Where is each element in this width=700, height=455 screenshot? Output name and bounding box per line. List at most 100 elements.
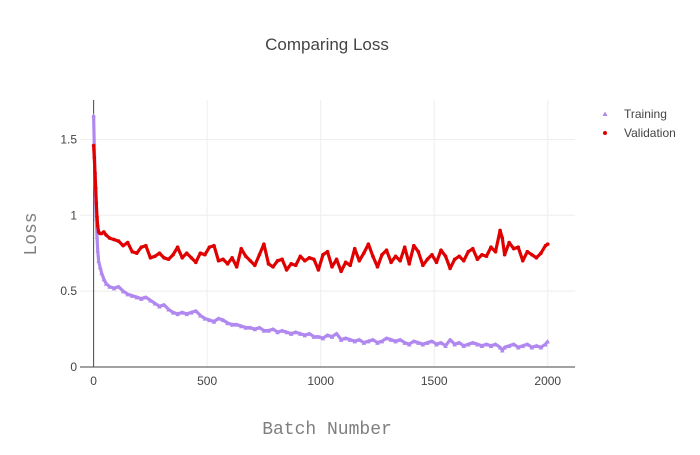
data-point — [338, 337, 344, 342]
data-point — [500, 348, 505, 353]
data-point — [506, 343, 512, 348]
data-point — [134, 295, 139, 300]
data-point — [194, 260, 198, 265]
data-point — [225, 320, 230, 326]
data-point — [93, 186, 98, 190]
data-point — [94, 201, 99, 205]
data-point — [104, 233, 108, 237]
data-point — [507, 240, 511, 245]
data-point — [144, 243, 148, 248]
data-point — [252, 326, 258, 332]
data-point — [243, 254, 248, 259]
data-point — [134, 251, 139, 256]
series-validation — [91, 143, 550, 274]
data-point — [130, 249, 135, 254]
data-point — [262, 242, 266, 246]
data-point — [92, 155, 97, 160]
data-point — [371, 254, 375, 259]
data-point — [457, 254, 461, 259]
data-point — [339, 269, 343, 274]
data-point — [130, 293, 135, 298]
data-point — [193, 308, 199, 314]
data-point — [379, 339, 385, 344]
data-point — [116, 284, 121, 289]
legend[interactable]: Training Validation — [602, 107, 676, 140]
data-point — [389, 260, 393, 265]
data-point — [97, 264, 103, 270]
data-point — [470, 340, 476, 345]
data-point — [543, 342, 548, 347]
data-point — [102, 230, 106, 234]
legend-label: Validation — [624, 126, 676, 140]
data-point — [207, 317, 212, 323]
data-point — [366, 339, 371, 344]
data-point — [488, 343, 494, 348]
data-point — [221, 257, 225, 262]
data-point — [302, 332, 307, 338]
data-point — [388, 337, 394, 342]
data-point — [466, 249, 471, 254]
data-point — [352, 246, 357, 251]
data-point — [261, 328, 267, 333]
data-point — [448, 266, 452, 271]
data-point — [421, 263, 425, 268]
grid-lines — [80, 100, 575, 367]
data-point — [425, 257, 430, 262]
data-point — [220, 317, 226, 323]
data-point — [139, 245, 144, 249]
data-point — [452, 257, 457, 262]
data-point — [103, 281, 109, 286]
data-point — [148, 255, 153, 260]
legend-item-validation[interactable]: Validation — [603, 126, 676, 140]
data-point — [157, 304, 162, 309]
data-point — [484, 342, 489, 347]
data-point — [284, 268, 289, 272]
data-point — [502, 345, 507, 350]
data-point — [484, 254, 489, 259]
data-point — [216, 259, 221, 263]
data-point — [116, 239, 121, 243]
legend-label: Training — [624, 107, 667, 121]
data-point — [248, 259, 253, 263]
data-point — [139, 296, 144, 301]
data-point — [312, 257, 316, 262]
data-point — [443, 343, 448, 348]
data-point — [430, 252, 434, 257]
data-point — [179, 310, 185, 315]
data-point — [434, 342, 439, 347]
legend-item-training[interactable]: Training — [602, 107, 667, 121]
data-point — [443, 254, 448, 259]
y-tick-label: 0 — [70, 360, 77, 374]
data-point — [411, 339, 416, 344]
data-point — [280, 257, 284, 262]
data-point — [95, 247, 100, 253]
data-point — [198, 251, 203, 256]
data-point — [143, 295, 149, 300]
data-point — [279, 328, 285, 333]
data-point — [298, 254, 303, 259]
data-point — [434, 260, 439, 265]
y-axis-label: Loss — [22, 212, 42, 255]
data-point — [95, 224, 100, 228]
data-point — [393, 339, 398, 344]
data-point — [471, 246, 475, 251]
data-point — [343, 260, 348, 265]
data-point — [493, 342, 498, 347]
data-point — [101, 276, 107, 282]
data-point — [362, 251, 366, 256]
data-point — [120, 288, 126, 294]
data-point — [175, 245, 180, 249]
data-point — [153, 254, 157, 259]
data-point — [480, 252, 484, 257]
data-point — [538, 345, 544, 350]
data-point — [498, 228, 502, 233]
data-point — [545, 339, 550, 344]
data-point — [520, 259, 525, 263]
data-point — [500, 236, 505, 240]
series-training — [91, 112, 550, 353]
data-point — [152, 301, 158, 306]
data-point — [511, 342, 516, 347]
data-point — [229, 322, 235, 327]
data-point — [239, 246, 244, 251]
data-point — [438, 340, 444, 345]
